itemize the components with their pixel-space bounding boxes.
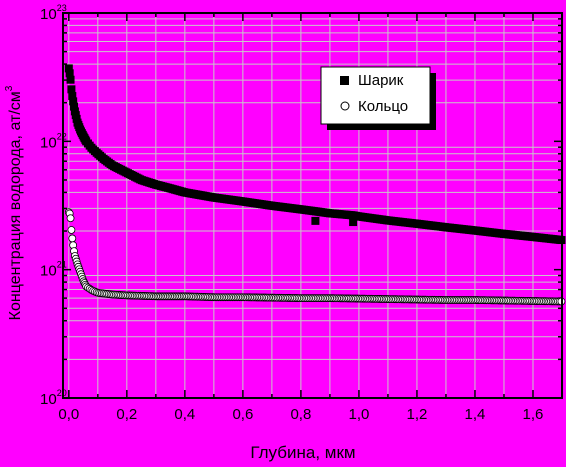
series-ball	[64, 64, 566, 245]
ball-point	[65, 69, 74, 78]
series-ring	[64, 208, 566, 306]
legend: Шарик Кольцо	[320, 66, 436, 130]
ball-point	[69, 97, 78, 106]
x-tick-label: 1,6	[523, 406, 544, 423]
ball-point	[64, 64, 73, 73]
legend-ring-label: Кольцо	[358, 98, 408, 115]
x-axis-label: Глубина, мкм	[250, 443, 355, 462]
y-tick-labels: 1020 1021 1022 1023	[40, 3, 67, 408]
legend-ring-marker	[340, 101, 350, 111]
y-tick-label: 1022	[40, 131, 67, 151]
x-tick-label: 0,6	[232, 406, 253, 423]
x-tick-label: 0,8	[290, 406, 311, 423]
ring-point	[68, 234, 77, 243]
x-tick-label: 1,2	[407, 406, 428, 423]
x-tick-label: 0,2	[116, 406, 137, 423]
ball-point	[67, 85, 76, 94]
plot-background	[63, 13, 562, 398]
ring-point	[66, 214, 75, 223]
plot-frame	[62, 12, 563, 399]
legend-ball-label: Шарик	[358, 72, 404, 89]
y-axis-label: Концентрация водорода, ат/см3	[4, 85, 24, 320]
ball-point	[70, 102, 79, 111]
x-tick-label: 1,0	[348, 406, 369, 423]
data-marks	[64, 64, 566, 306]
ring-point	[67, 226, 76, 234]
y-axis-label-group: Концентрация водорода, ат/см3	[4, 85, 24, 320]
y-tick-label: 1021	[40, 260, 67, 280]
ball-point	[68, 92, 77, 101]
ball-point	[349, 218, 358, 227]
x-tick-labels: 0,0 0,2 0,4 0,6 0,8 1,0 1,2 1,4 1,6	[58, 406, 543, 423]
legend-box	[320, 66, 431, 125]
x-tick-label: 0,4	[174, 406, 195, 423]
ball-point	[66, 75, 75, 84]
legend-ball-marker	[340, 76, 349, 85]
y-axis-label-text: Концентрация водорода, ат/см	[7, 91, 24, 320]
y-tick-label: 1023	[40, 3, 67, 23]
ball-point	[311, 216, 320, 225]
y-tick-label: 1020	[40, 388, 67, 408]
y-axis-label-superscript: 3	[4, 85, 15, 91]
x-tick-label: 1,4	[465, 406, 486, 423]
x-tick-label: 0,0	[58, 406, 79, 423]
